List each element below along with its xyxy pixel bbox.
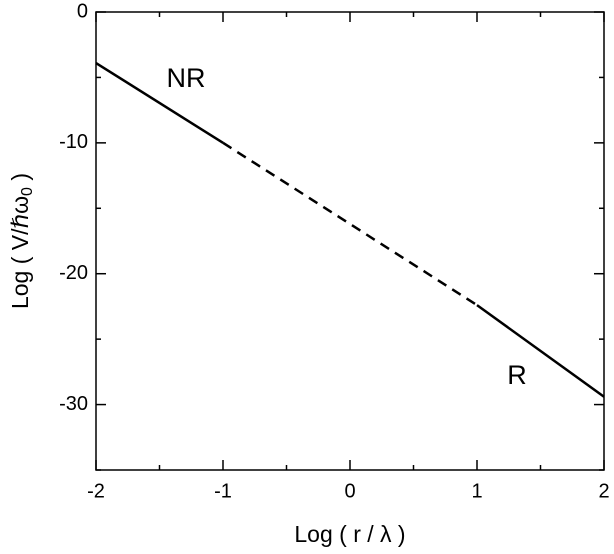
x-axis-label: Log ( r / λ ) — [294, 521, 405, 547]
y-label-sub: 0 — [19, 187, 36, 196]
x-tick-label: -2 — [87, 480, 105, 502]
x-tick-label: 1 — [471, 480, 482, 502]
data-line — [222, 141, 478, 307]
x-tick-label: 2 — [598, 480, 609, 502]
y-tick-label: 0 — [77, 0, 88, 22]
y-tick-label: -20 — [59, 262, 88, 284]
annotation: NR — [167, 63, 206, 93]
data-line — [476, 304, 605, 398]
y-tick-label: -30 — [59, 393, 88, 415]
y-label-end: ) — [7, 173, 33, 187]
x-tick-label: 0 — [344, 480, 355, 502]
x-tick-label: -1 — [214, 480, 232, 502]
y-label-main: Log ( V/ℏω — [7, 196, 33, 309]
data-line — [95, 61, 224, 144]
y-tick-label: -10 — [59, 131, 88, 153]
y-axis-label: Log ( V/ℏω0 ) — [7, 173, 36, 309]
annotation: R — [507, 360, 527, 390]
